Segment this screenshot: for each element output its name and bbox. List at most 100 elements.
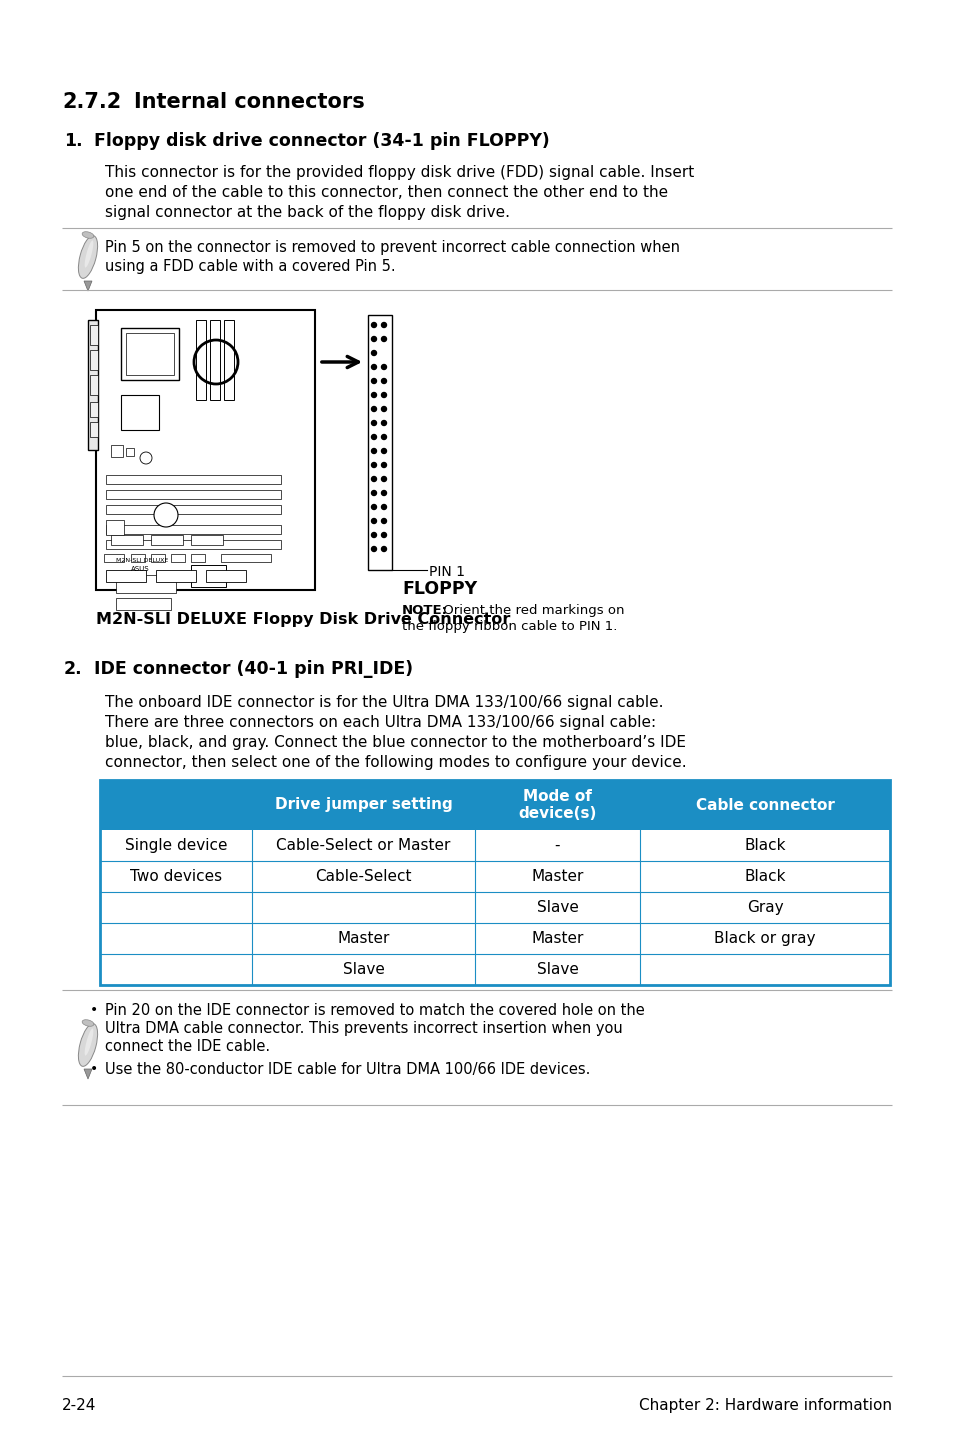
- Bar: [191, 535, 223, 545]
- Bar: [106, 569, 146, 582]
- Text: Orient the red markings on: Orient the red markings on: [438, 604, 624, 617]
- Ellipse shape: [82, 1020, 93, 1027]
- Bar: [368, 315, 392, 569]
- Bar: [100, 830, 889, 861]
- Ellipse shape: [78, 236, 97, 279]
- Text: 2.: 2.: [64, 660, 83, 677]
- Text: Slave: Slave: [342, 962, 384, 976]
- Text: Master: Master: [531, 930, 583, 946]
- Bar: [206, 569, 246, 582]
- Circle shape: [381, 490, 386, 496]
- Circle shape: [371, 378, 376, 384]
- Text: NOTE:: NOTE:: [401, 604, 448, 617]
- Bar: [121, 395, 159, 430]
- Circle shape: [381, 322, 386, 328]
- Text: Drive jumper setting: Drive jumper setting: [274, 798, 452, 812]
- Circle shape: [371, 519, 376, 523]
- Bar: [171, 554, 185, 562]
- Bar: [100, 892, 889, 923]
- Text: •: •: [90, 1063, 98, 1076]
- Ellipse shape: [78, 1024, 97, 1067]
- Bar: [151, 535, 183, 545]
- Text: FLOPPY: FLOPPY: [401, 580, 476, 598]
- Text: using a FDD cable with a covered Pin 5.: using a FDD cable with a covered Pin 5.: [105, 259, 395, 275]
- Bar: [116, 575, 175, 592]
- Text: Pin 5 on the connector is removed to prevent incorrect cable connection when: Pin 5 on the connector is removed to pre…: [105, 240, 679, 255]
- Text: Cable-Select or Master: Cable-Select or Master: [276, 838, 450, 853]
- Text: PIN 1: PIN 1: [429, 565, 464, 580]
- Text: M2N-SLI DELUXE Floppy Disk Drive Connector: M2N-SLI DELUXE Floppy Disk Drive Connect…: [96, 613, 510, 627]
- Circle shape: [371, 393, 376, 397]
- Circle shape: [371, 420, 376, 426]
- Bar: [156, 569, 195, 582]
- Text: the floppy ribbon cable to PIN 1.: the floppy ribbon cable to PIN 1.: [401, 620, 617, 633]
- Bar: [111, 535, 143, 545]
- Circle shape: [371, 490, 376, 496]
- Circle shape: [371, 505, 376, 509]
- Circle shape: [371, 407, 376, 411]
- Text: Ultra DMA cable connector. This prevents incorrect insertion when you: Ultra DMA cable connector. This prevents…: [105, 1021, 622, 1035]
- Circle shape: [153, 503, 178, 526]
- Bar: [195, 321, 206, 400]
- Circle shape: [371, 449, 376, 453]
- Circle shape: [371, 364, 376, 370]
- Circle shape: [371, 546, 376, 552]
- Bar: [106, 541, 281, 549]
- Text: Black or gray: Black or gray: [714, 930, 815, 946]
- Bar: [90, 403, 98, 417]
- Bar: [106, 505, 281, 513]
- Text: Master: Master: [337, 930, 389, 946]
- Bar: [104, 554, 124, 562]
- Text: Cable connector: Cable connector: [695, 798, 834, 812]
- Circle shape: [381, 463, 386, 467]
- Text: Slave: Slave: [536, 900, 578, 915]
- Bar: [90, 421, 98, 437]
- Bar: [116, 598, 171, 610]
- Text: 1.: 1.: [64, 132, 83, 150]
- Bar: [90, 349, 98, 370]
- Circle shape: [371, 463, 376, 467]
- Bar: [100, 923, 889, 953]
- Text: Master: Master: [531, 869, 583, 884]
- Text: IDE connector (40-1 pin PRI_IDE): IDE connector (40-1 pin PRI_IDE): [94, 660, 413, 677]
- Bar: [126, 449, 133, 456]
- Text: one end of the cable to this connector, then connect the other end to the: one end of the cable to this connector, …: [105, 186, 667, 200]
- Text: signal connector at the back of the floppy disk drive.: signal connector at the back of the flop…: [105, 206, 510, 220]
- Text: Gray: Gray: [746, 900, 782, 915]
- Bar: [88, 321, 98, 450]
- Circle shape: [371, 434, 376, 440]
- Polygon shape: [84, 1068, 91, 1078]
- Text: Use the 80-conductor IDE cable for Ultra DMA 100/66 IDE devices.: Use the 80-conductor IDE cable for Ultra…: [105, 1063, 590, 1077]
- Circle shape: [381, 546, 386, 552]
- Bar: [111, 444, 123, 457]
- Text: blue, black, and gray. Connect the blue connector to the motherboard’s IDE: blue, black, and gray. Connect the blue …: [105, 735, 685, 751]
- Bar: [126, 334, 173, 375]
- Circle shape: [381, 378, 386, 384]
- Text: M2N-SLI DELUXE: M2N-SLI DELUXE: [116, 558, 168, 564]
- Ellipse shape: [82, 232, 93, 239]
- Text: -: -: [554, 838, 559, 853]
- Text: connector, then select one of the following modes to configure your device.: connector, then select one of the follow…: [105, 755, 686, 769]
- Circle shape: [371, 322, 376, 328]
- Bar: [151, 554, 165, 562]
- Text: This connector is for the provided floppy disk drive (FDD) signal cable. Insert: This connector is for the provided flopp…: [105, 165, 694, 180]
- Circle shape: [381, 476, 386, 482]
- Text: 2.7.2: 2.7.2: [62, 92, 121, 112]
- Bar: [100, 779, 889, 985]
- Circle shape: [381, 449, 386, 453]
- Text: Chapter 2: Hardware information: Chapter 2: Hardware information: [639, 1398, 891, 1414]
- Circle shape: [381, 434, 386, 440]
- Bar: [210, 321, 220, 400]
- Circle shape: [371, 336, 376, 341]
- Bar: [106, 525, 281, 533]
- Circle shape: [371, 476, 376, 482]
- Bar: [100, 779, 889, 830]
- Circle shape: [381, 519, 386, 523]
- Text: Black: Black: [743, 838, 785, 853]
- Ellipse shape: [85, 240, 93, 267]
- Text: Black: Black: [743, 869, 785, 884]
- Bar: [106, 521, 124, 535]
- Circle shape: [381, 420, 386, 426]
- Text: Pin 20 on the IDE connector is removed to match the covered hole on the: Pin 20 on the IDE connector is removed t…: [105, 1002, 644, 1018]
- Text: Mode of
device(s): Mode of device(s): [517, 789, 596, 821]
